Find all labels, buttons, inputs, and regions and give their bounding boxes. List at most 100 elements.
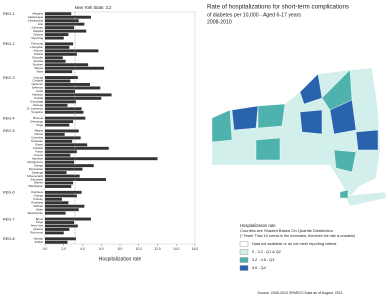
y-tick-label: Herkimer <box>32 82 43 86</box>
bar <box>45 123 70 127</box>
y-tick-label: Montgomery <box>27 160 43 164</box>
bar <box>45 181 74 185</box>
bar <box>45 66 105 70</box>
y-tick-label: Genesee <box>32 25 44 29</box>
bar <box>45 227 70 231</box>
bar <box>45 49 99 53</box>
county-shape <box>344 191 387 207</box>
y-tick-label: Monroe <box>34 49 44 53</box>
y-tick-label: Chenango <box>30 119 43 123</box>
y-tick-label: Cortland <box>32 79 43 83</box>
x-tick-label: 10.0 <box>136 247 142 251</box>
y-tick-label: Tompkins <box>31 110 43 114</box>
bar <box>45 22 85 26</box>
y-tick-label: Franklin <box>33 146 43 150</box>
x-tick-label: 16.0 <box>192 247 198 251</box>
bar <box>45 15 91 19</box>
legend-note: Counties Are Shaded Based On Quartile Di… <box>240 228 333 233</box>
y-tick-label: Jefferson <box>32 86 44 90</box>
bar <box>45 153 71 157</box>
y-tick-label: Hamilton <box>32 156 43 160</box>
y-tick-label: Lewis <box>36 89 44 93</box>
x-tick-label: 6.0 <box>99 247 104 251</box>
bar <box>45 76 78 79</box>
county-shape <box>329 99 357 135</box>
y-tick-label: Dutchess <box>31 190 43 194</box>
bar <box>45 42 74 46</box>
y-tick-label: Rockland <box>31 200 43 204</box>
legend-title: Hospitalization rate <box>240 223 276 228</box>
bar <box>45 150 77 154</box>
y-tick-label: Nassau <box>34 237 44 241</box>
bar <box>45 178 106 181</box>
y-tick-label: Erie <box>38 22 43 26</box>
y-tick-label: Rensselaer <box>29 167 43 171</box>
region-label: REG-7 <box>3 217 15 221</box>
y-tick-label: Oswego <box>33 103 44 107</box>
bar <box>45 110 84 114</box>
y-tick-label: Tioga <box>36 123 43 127</box>
y-tick-label: Westchester <box>28 211 44 215</box>
bar <box>45 83 90 86</box>
y-tick-label: Sullivan <box>33 204 43 208</box>
y-tick-label: Albany <box>34 129 43 133</box>
bar <box>45 185 72 188</box>
y-tick-label: Broome <box>33 116 43 120</box>
county-shape <box>255 137 281 161</box>
county-shape <box>333 149 357 173</box>
bar <box>45 136 81 140</box>
y-tick-label: Niagara <box>33 29 43 33</box>
x-tick-label: 4.0 <box>80 247 85 251</box>
x-axis-title: Hospitalization rate <box>99 256 142 262</box>
legend-swatch <box>239 241 249 247</box>
y-tick-label: Schoharie <box>30 177 43 181</box>
bar <box>45 231 64 235</box>
legend-swatch <box>239 249 249 255</box>
region-label: REG-3 <box>3 76 15 80</box>
legend-label: Data not available or do not meet report… <box>252 242 337 246</box>
bar <box>45 217 91 221</box>
bar <box>45 52 77 56</box>
y-tick-label: Suffolk <box>35 240 44 244</box>
y-tick-label: Richmond <box>30 231 43 235</box>
county-shape <box>299 109 323 135</box>
y-tick-label: Cayuga <box>33 75 43 79</box>
y-tick-label: Orleans <box>33 32 43 36</box>
bar <box>45 86 101 90</box>
bar <box>45 237 76 241</box>
chart-subtitle: of diabetes per 10,000 - Aged 6-17 years <box>207 12 301 18</box>
bar <box>45 190 82 194</box>
bar <box>45 26 75 30</box>
y-tick-label: Oneida <box>34 96 43 100</box>
y-tick-label: Ulster <box>36 207 43 211</box>
bar <box>45 143 88 147</box>
bar <box>45 194 77 198</box>
bar <box>45 56 63 60</box>
legend-footnote: (* Fewer Than 10 events in the numerator… <box>240 234 355 238</box>
bar <box>45 164 94 168</box>
y-tick-label: Clinton <box>34 132 43 136</box>
y-tick-label: Washington <box>28 184 43 188</box>
bar <box>45 221 75 224</box>
x-tick-label: 2.0 <box>62 247 67 251</box>
y-tick-label: Bronx <box>36 217 44 221</box>
y-tick-label: Columbia <box>31 136 43 140</box>
y-tick-label: Warren <box>34 181 44 185</box>
bar <box>45 129 79 133</box>
bar <box>45 79 71 83</box>
bar <box>45 100 76 104</box>
bar <box>45 33 69 37</box>
county-shape <box>339 189 349 199</box>
legend-label: 3.2 - 4.6 - Q3 <box>252 258 274 262</box>
y-tick-label: Wayne <box>34 66 43 70</box>
bar <box>45 146 109 150</box>
county-shape <box>257 103 286 129</box>
bar <box>45 103 68 107</box>
region-label: REG-5 <box>3 129 15 133</box>
bar <box>45 29 87 33</box>
y-tick-label: Livingston <box>30 45 43 49</box>
legend-label: 4.6 - Q4 <box>252 266 266 270</box>
y-tick-label: St. Lawrence <box>27 107 44 111</box>
bar <box>45 12 72 16</box>
